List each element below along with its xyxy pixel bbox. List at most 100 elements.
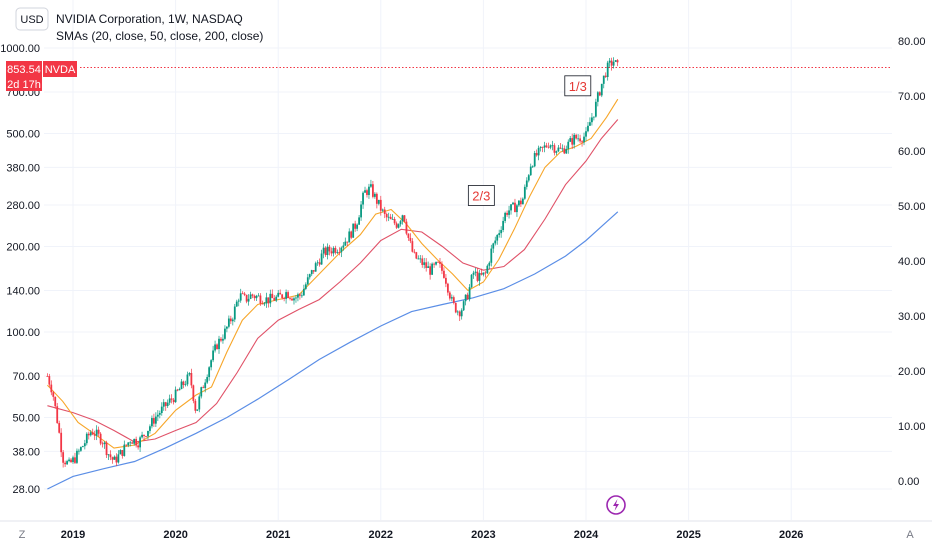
candle <box>314 261 317 272</box>
candle <box>200 386 203 399</box>
candle <box>488 261 491 269</box>
candle <box>342 242 345 251</box>
candle <box>419 255 422 263</box>
candle <box>476 268 479 283</box>
auto-scale-toggle[interactable]: A <box>906 529 914 541</box>
candle <box>387 212 390 222</box>
candle <box>553 143 556 156</box>
candle <box>399 219 402 227</box>
candle <box>141 431 143 439</box>
candle <box>598 91 601 97</box>
candle <box>117 450 120 464</box>
left-axis-tick: 500.00 <box>6 128 40 140</box>
chart-grid <box>44 0 892 520</box>
candle <box>91 428 94 436</box>
candle <box>299 293 301 300</box>
candle <box>233 303 236 323</box>
candle <box>474 267 477 277</box>
candle <box>257 293 260 297</box>
right-axis-tick: 0.00 <box>898 476 919 488</box>
candle <box>563 145 566 155</box>
indicator-legend[interactable]: SMAs (20, close, 50, close, 200, close) <box>56 29 263 43</box>
candle <box>287 290 289 299</box>
candle <box>334 245 337 255</box>
candle <box>456 310 459 316</box>
right-axis-tick: 70.00 <box>898 91 926 103</box>
candle <box>529 163 532 176</box>
candle <box>557 145 560 153</box>
candle <box>174 386 177 403</box>
candle <box>604 72 607 79</box>
candle <box>581 139 583 147</box>
candle <box>78 448 80 455</box>
candle <box>109 450 112 461</box>
candle <box>245 294 248 304</box>
left-axis-tick: 50.00 <box>12 412 40 424</box>
candle <box>147 430 149 440</box>
candle <box>602 75 605 89</box>
candle <box>48 373 51 388</box>
candle <box>149 424 151 434</box>
candle <box>289 297 291 301</box>
candle <box>375 192 378 209</box>
candle <box>188 372 191 377</box>
log-scale-toggle[interactable]: Z <box>19 529 26 541</box>
candle <box>466 292 469 300</box>
candle <box>182 380 185 389</box>
candle <box>93 430 96 441</box>
candle <box>490 244 493 267</box>
candle <box>214 340 216 353</box>
wave-annotation[interactable]: 2/3 <box>467 185 495 206</box>
candle <box>103 441 106 449</box>
candle <box>573 133 576 149</box>
candle <box>448 291 451 301</box>
candle <box>235 299 238 307</box>
currency-label[interactable]: USD <box>20 14 43 26</box>
right-axis[interactable]: 80.00 70.00 60.00 50.00 40.00 30.00 20.00 10.00… <box>898 36 926 488</box>
candle <box>468 284 471 302</box>
candle <box>484 270 487 278</box>
candle <box>74 452 76 465</box>
sma50-line <box>47 119 619 443</box>
candle <box>518 200 520 207</box>
candle <box>332 246 335 257</box>
candle <box>267 297 270 308</box>
wave-annotation[interactable]: 1/3 <box>564 75 592 97</box>
left-price-axis[interactable]: 1000.00700.00500.00380.00280.00200.00140… <box>0 43 40 496</box>
candle <box>79 446 82 452</box>
candle <box>231 317 234 326</box>
candle <box>243 291 246 297</box>
sma20-line <box>47 98 619 449</box>
candle <box>60 428 63 458</box>
candle <box>411 238 414 253</box>
lightning-icon[interactable] <box>606 495 626 515</box>
candle <box>435 261 437 266</box>
candle <box>425 258 428 272</box>
candle <box>516 203 518 217</box>
candle <box>281 293 284 300</box>
candle <box>283 296 286 302</box>
candle <box>56 402 59 424</box>
currency-button[interactable] <box>15 7 49 31</box>
time-axis-tick: 2019 <box>61 529 85 541</box>
candle <box>275 294 278 303</box>
candle <box>156 410 159 422</box>
candle <box>354 220 357 232</box>
candle <box>293 296 295 305</box>
candle <box>202 385 205 389</box>
time-axis[interactable]: 2019 2020 2021 2022 2023 2024 2025 2026 <box>0 520 932 541</box>
candle <box>249 291 252 300</box>
candle <box>297 292 299 302</box>
candle <box>462 300 465 311</box>
candle <box>389 213 392 220</box>
candle <box>186 371 189 387</box>
candle <box>111 456 114 464</box>
candle <box>226 326 228 333</box>
candle <box>198 394 201 413</box>
candle <box>587 122 589 133</box>
candle <box>46 373 49 377</box>
candle <box>364 186 366 193</box>
candle <box>62 450 65 468</box>
candle <box>614 60 617 63</box>
